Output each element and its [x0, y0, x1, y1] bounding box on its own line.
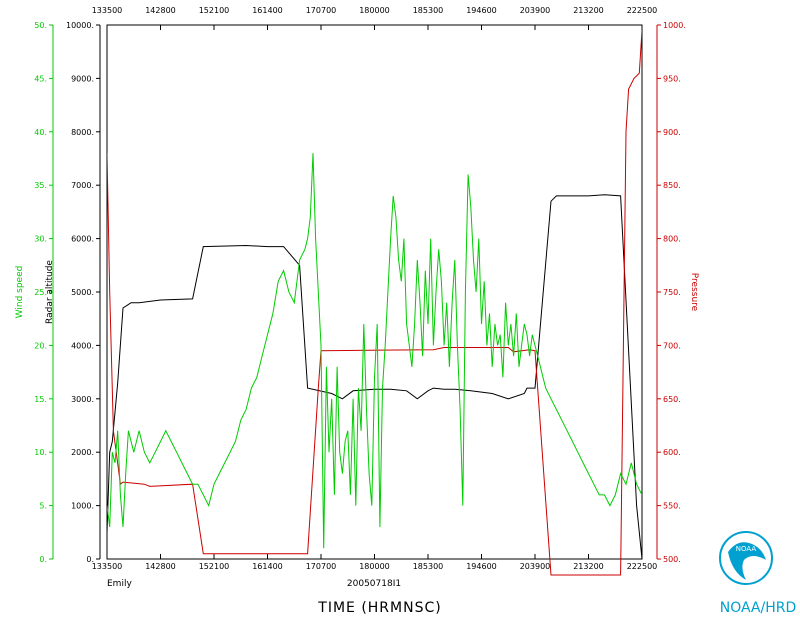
- wind-speed-series: [107, 153, 642, 549]
- radar-altitude-axis: 0. 1000. 2000. 3000. 4000. 5000. 6000. 7000. 800…: [66, 21, 101, 564]
- wind-speed-tick-label: 50.: [34, 21, 47, 30]
- flight-label: 20050718I1: [347, 579, 401, 589]
- radar-altitude-axis-title: Radar altitude: [45, 260, 55, 324]
- x-tick-label-top: 142800: [145, 6, 176, 15]
- radar-altitude-tick-label: 9000.: [71, 74, 94, 83]
- wind-speed-tick-label: 30.: [34, 235, 47, 244]
- storm-name: Emily: [107, 579, 132, 589]
- x-axis-title: TIME (HRMNSC): [317, 600, 441, 616]
- radar-altitude-series: [107, 194, 642, 560]
- x-tick-label-bottom: 203900: [520, 562, 551, 571]
- x-tick-label-top: 152100: [199, 6, 230, 15]
- x-tick-label-top: 133500: [92, 6, 123, 15]
- pressure-axis-title: Pressure: [689, 273, 699, 312]
- radar-altitude-tick-label: 6000.: [71, 235, 94, 244]
- radar-altitude-tick-label: 4000.: [71, 341, 94, 350]
- x-tick-label-top: 161400: [252, 6, 283, 15]
- pressure-tick-label: 500.: [663, 555, 681, 564]
- noaa-logo-ring: [719, 531, 773, 585]
- pressure-tick-label: 1000.: [663, 21, 686, 30]
- wind-speed-tick-label: 40.: [34, 128, 47, 137]
- x-tick-label-top: 222500: [627, 6, 658, 15]
- radar-altitude-tick-label: 10000.: [66, 21, 94, 30]
- noaa-logo-bird: [728, 542, 766, 580]
- wind-speed-tick-label: 35.: [34, 181, 47, 190]
- x-tick-label-bottom: 170700: [306, 562, 337, 571]
- x-tick-label-top: 213200: [573, 6, 604, 15]
- plot-frame: [106, 24, 643, 560]
- radar-altitude-tick-label: 7000.: [71, 181, 94, 190]
- wind-speed-tick-label: 0.: [39, 555, 47, 564]
- x-tick-label-bottom: 222500: [627, 562, 658, 571]
- wind-speed-axis: 0. 5. 10. 15. 20. 25. 30. 35. 40. 45. 50.: [34, 21, 54, 564]
- x-tick-label-bottom: 142800: [145, 562, 176, 571]
- x-tick-label-bottom: 194600: [466, 562, 497, 571]
- wind-speed-tick-label: 20.: [34, 341, 47, 350]
- pressure-tick-label: 700.: [663, 341, 681, 350]
- pressure-tick-label: 650.: [663, 395, 681, 404]
- x-tick-label-top: 194600: [466, 6, 497, 15]
- noaa-logo-text: NOAA: [736, 545, 757, 553]
- pressure-tick-label: 900.: [663, 128, 681, 137]
- pressure-axis: 500. 550. 600. 650. 700. 750. 800. 850. 900. 950.…: [656, 21, 686, 564]
- x-tick-label-top: 203900: [520, 6, 551, 15]
- radar-altitude-tick-label: 5000.: [71, 288, 94, 297]
- pressure-tick-label: 800.: [663, 235, 681, 244]
- x-tick-label-bottom: 213200: [573, 562, 604, 571]
- x-tick-label-top: 180000: [359, 6, 390, 15]
- wind-speed-tick-label: 5.: [39, 502, 47, 511]
- wind-speed-tick-label: 15.: [34, 395, 47, 404]
- x-tick-label-bottom: 180000: [359, 562, 390, 571]
- x-tick-label-top: 170700: [306, 6, 337, 15]
- radar-altitude-tick-label: 3000.: [71, 395, 94, 404]
- pressure-tick-label: 600.: [663, 448, 681, 457]
- wind-speed-tick-label: 45.: [34, 74, 47, 83]
- radar-altitude-tick-label: 2000.: [71, 448, 94, 457]
- wind-speed-tick-label: 10.: [34, 448, 47, 457]
- wind-speed-axis-title: Wind speed: [15, 266, 25, 319]
- wind-speed-tick-label: 25.: [34, 288, 47, 297]
- radar-altitude-tick-label: 8000.: [71, 128, 94, 137]
- x-tick-label-top: 185300: [413, 6, 444, 15]
- pressure-series: [107, 30, 642, 576]
- noaa-hrd-branding: NOAA/HRD: [720, 600, 797, 616]
- pressure-tick-label: 750.: [663, 288, 681, 297]
- x-tick-label-bottom: 185300: [413, 562, 444, 571]
- x-tick-label-bottom: 152100: [199, 562, 230, 571]
- noaa-logo: NOAA: [719, 531, 773, 585]
- x-tick-label-bottom: 161400: [252, 562, 283, 571]
- pressure-tick-label: 850.: [663, 181, 681, 190]
- x-tick-label-bottom: 133500: [92, 562, 123, 571]
- pressure-tick-label: 550.: [663, 502, 681, 511]
- radar-altitude-tick-label: 1000.: [71, 502, 94, 511]
- pressure-tick-label: 950.: [663, 74, 681, 83]
- radar-altitude-tick-label: 0.: [86, 555, 94, 564]
